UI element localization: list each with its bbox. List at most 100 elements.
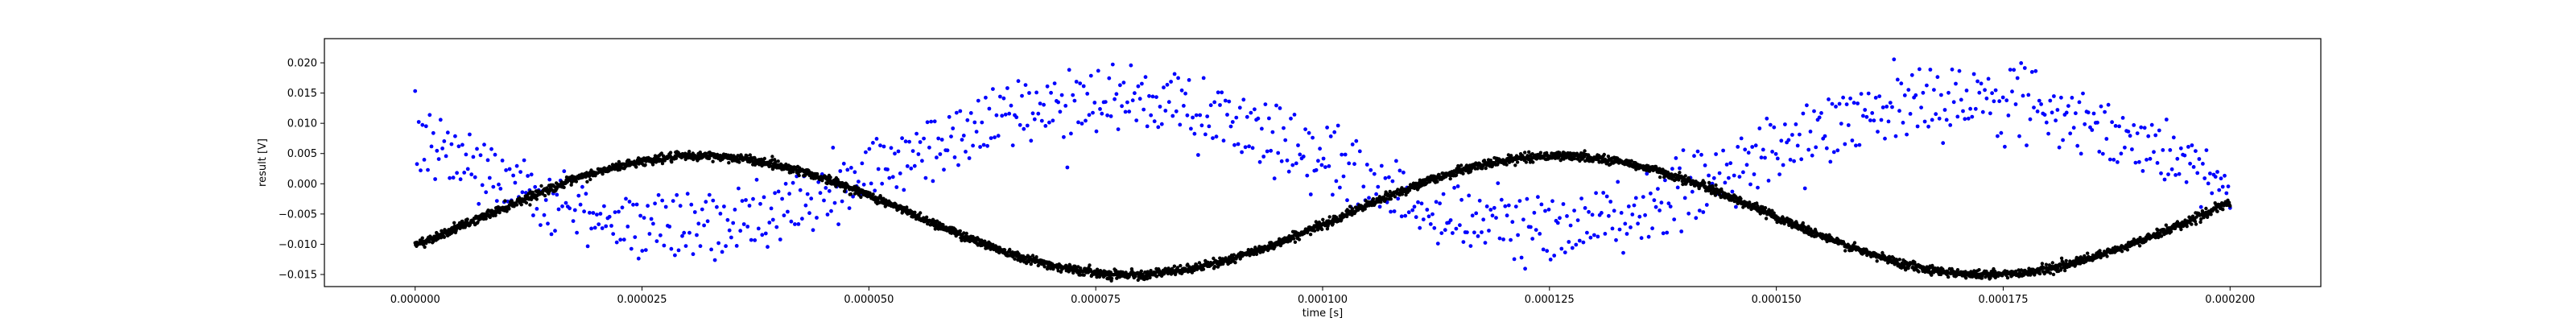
black-data-point (1071, 270, 1075, 275)
blue-data-point (1410, 208, 1415, 213)
black-data-point (1095, 275, 1099, 279)
blue-data-point (1340, 152, 1344, 157)
blue-data-point (1223, 98, 1228, 103)
blue-data-point (1328, 134, 1333, 138)
x-tick-label: 0.000100 (1298, 294, 1348, 306)
black-data-point (2062, 268, 2067, 273)
blue-data-point (716, 241, 720, 246)
blue-data-point (1196, 153, 1200, 157)
blue-data-point (1488, 208, 1493, 212)
blue-data-point (555, 192, 559, 197)
blue-data-point (825, 213, 830, 217)
blue-data-point (1345, 198, 1349, 203)
blue-data-point (625, 225, 630, 229)
blue-data-point (2149, 122, 2154, 127)
blue-data-point (1939, 93, 1943, 97)
blue-data-point (1185, 113, 1190, 118)
blue-data-point (1639, 236, 1644, 241)
black-data-point (1505, 163, 1509, 167)
blue-data-point (1790, 133, 1794, 137)
black-data-point (484, 217, 488, 221)
black-data-point (1327, 215, 1331, 219)
black-data-point (617, 159, 621, 164)
blue-data-point (1279, 159, 1284, 163)
blue-data-point (1854, 143, 1858, 148)
blue-data-point (2048, 98, 2053, 103)
blue-data-point (1588, 235, 1593, 240)
blue-data-point (2171, 135, 2176, 140)
blue-data-point (1032, 117, 1037, 122)
blue-data-point (1194, 113, 1199, 118)
blue-data-point (1546, 207, 1551, 212)
blue-data-point (840, 199, 844, 204)
blue-data-point (1072, 98, 1077, 103)
blue-data-point (720, 250, 724, 254)
blue-data-point (458, 177, 463, 182)
blue-data-point (1240, 150, 1244, 155)
blue-data-point (1163, 109, 1168, 113)
blue-data-point (444, 154, 448, 159)
black-data-point (2050, 261, 2054, 265)
blue-data-point (1876, 130, 1880, 134)
black-data-point (505, 209, 509, 213)
blue-data-point (1741, 170, 1745, 175)
blue-data-point (2208, 171, 2212, 175)
blue-data-point (2175, 156, 2180, 161)
blue-data-point (451, 175, 456, 180)
blue-data-point (1798, 132, 1802, 137)
blue-data-point (1657, 208, 1662, 213)
blue-data-point (438, 118, 443, 122)
black-data-point (1148, 275, 1152, 280)
x-tick-label: 0.000150 (1752, 294, 1802, 306)
blue-data-point (1806, 147, 1811, 152)
blue-data-point (2068, 131, 2073, 136)
blue-data-point (931, 179, 935, 184)
blue-data-point (422, 158, 427, 162)
blue-data-point (1506, 203, 1511, 208)
blue-data-point (1661, 231, 1666, 236)
blue-data-point (473, 175, 477, 180)
blue-data-point (1069, 131, 1073, 136)
blue-data-point (1232, 142, 1236, 147)
blue-data-point (462, 171, 467, 175)
blue-data-point (2152, 150, 2156, 155)
blue-data-point (733, 208, 737, 212)
black-data-point (585, 180, 589, 184)
blue-data-point (2017, 134, 2021, 138)
blue-data-point (1383, 175, 1388, 180)
blue-data-point (1913, 93, 1918, 97)
blue-data-point (1496, 181, 1501, 186)
blue-data-point (448, 175, 452, 180)
blue-data-point (1892, 57, 1897, 62)
blue-data-point (1228, 124, 1233, 129)
blue-data-point (663, 204, 668, 209)
blue-data-point (2166, 172, 2170, 177)
blue-data-point (1532, 210, 1537, 215)
blue-data-point (1347, 161, 1352, 166)
blue-data-point (1839, 122, 1843, 126)
black-data-point (1142, 277, 1146, 282)
blue-data-point (529, 172, 534, 177)
blue-data-point (1059, 93, 1064, 97)
blue-data-point (1541, 247, 1546, 252)
blue-data-point (935, 155, 939, 160)
blue-data-point (1583, 206, 1587, 210)
blue-data-point (478, 153, 483, 158)
blue-data-point (860, 161, 865, 166)
black-data-point (1770, 208, 1774, 213)
blue-data-point (747, 204, 752, 208)
blue-data-point (1883, 136, 1887, 141)
blue-data-point (1768, 122, 1773, 127)
blue-data-point (1125, 100, 1129, 105)
blue-data-point (1263, 102, 1268, 106)
blue-data-point (1672, 217, 1677, 221)
blue-data-point (493, 152, 497, 157)
blue-data-point (2164, 118, 2169, 122)
blue-data-point (1979, 81, 1984, 86)
blue-data-point (1563, 250, 1567, 254)
blue-data-point (1937, 116, 1942, 121)
black-data-point (2037, 271, 2042, 276)
blue-data-point (1497, 236, 1502, 241)
blue-data-point (1448, 218, 1453, 222)
blue-data-point (1899, 81, 1904, 86)
